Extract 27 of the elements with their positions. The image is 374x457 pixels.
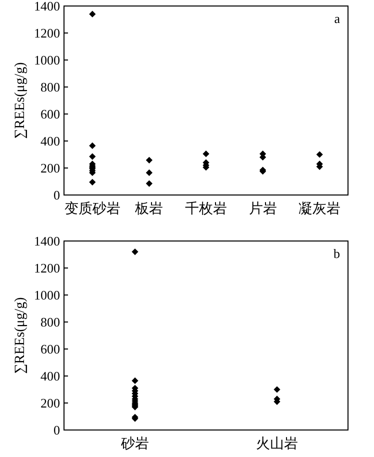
- y-tick-label: 0: [54, 188, 60, 202]
- x-tick-label: 砂岩: [120, 436, 149, 452]
- x-tick-label: 火山岩: [256, 436, 298, 452]
- y-tick-label: 800: [40, 80, 60, 94]
- y-tick-label: 1400: [34, 234, 60, 248]
- y-tick-label: 1400: [34, 0, 60, 14]
- y-tick-label: 1000: [34, 288, 60, 302]
- y-axis-title: ∑REEs(μg/g): [13, 62, 28, 139]
- y-tick-label: 1200: [34, 260, 60, 276]
- y-tick-label: 200: [40, 396, 60, 410]
- x-tick-label: 凝灰岩: [298, 201, 341, 217]
- x-tick-label: 变质砂岩: [64, 201, 120, 217]
- y-axis-title: ∑REEs(μg/g): [13, 296, 28, 374]
- y-tick-label: 400: [40, 368, 60, 384]
- y-tick-label: 600: [40, 106, 60, 122]
- y-tick-label: 0: [54, 422, 60, 438]
- y-tick-label: 800: [40, 314, 60, 330]
- y-tick-label: 1200: [34, 26, 60, 40]
- y-tick-label: 200: [40, 160, 60, 176]
- annotation: a: [334, 11, 340, 26]
- x-tick-label: 千枚岩: [185, 201, 227, 217]
- annotation: b: [334, 246, 340, 261]
- y-tick-label: 600: [40, 342, 60, 356]
- x-tick-label: 片岩: [248, 201, 277, 217]
- y-tick-label: 400: [40, 134, 60, 148]
- x-tick-label: 板岩: [134, 201, 164, 217]
- y-tick-label: 1000: [34, 52, 60, 68]
